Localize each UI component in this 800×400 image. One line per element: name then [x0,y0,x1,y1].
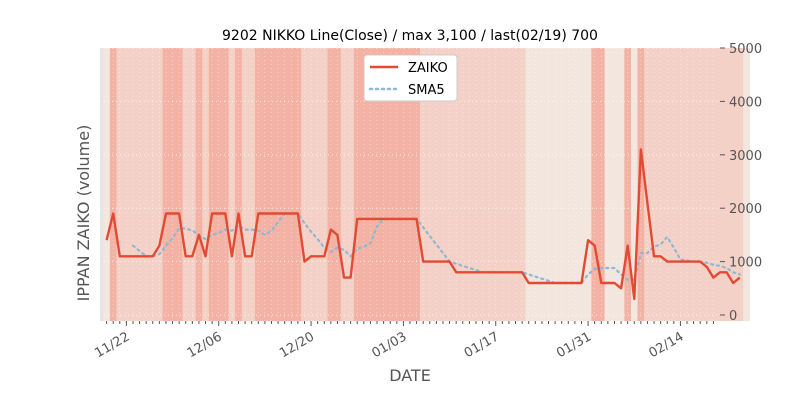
y-axis-title: IPPAN ZAIKO (volume) [74,125,93,302]
x-tick-label: 01/31 [554,329,594,361]
shade-band [729,48,737,321]
y-tick-label: 5000 [729,42,762,57]
x-tick-label: 01/03 [369,329,409,361]
series [105,148,741,301]
legend-zaiko-label: ZAIKO [408,61,448,76]
y-tick-label: 3000 [729,149,762,164]
x-tick-label: 01/17 [462,329,502,361]
shade-band [743,48,751,321]
x-tick-label: 12/20 [277,329,317,361]
y-tick-label: 1000 [729,256,762,271]
y-tick-label: 2000 [729,202,762,217]
zaiko-line [105,148,741,301]
sma5-line [131,212,741,285]
shade-band [736,48,744,321]
shade-band [723,48,731,321]
x-tick-label: 11/22 [92,329,132,361]
legend-sma5-label: SMA5 [408,83,445,98]
x-tick-label: 12/06 [185,329,225,361]
x-tick-label: 02/14 [646,329,686,361]
legend: ZAIKO SMA5 [363,54,458,102]
y-tick-label: 0 [729,309,737,324]
chart-title: 9202 NIKKO Line(Close) / max 3,100 / las… [222,28,598,44]
shade-band [716,48,724,321]
grid [100,47,720,321]
y-tick-label: 4000 [729,95,762,110]
x-axis-title: DATE [389,366,431,385]
